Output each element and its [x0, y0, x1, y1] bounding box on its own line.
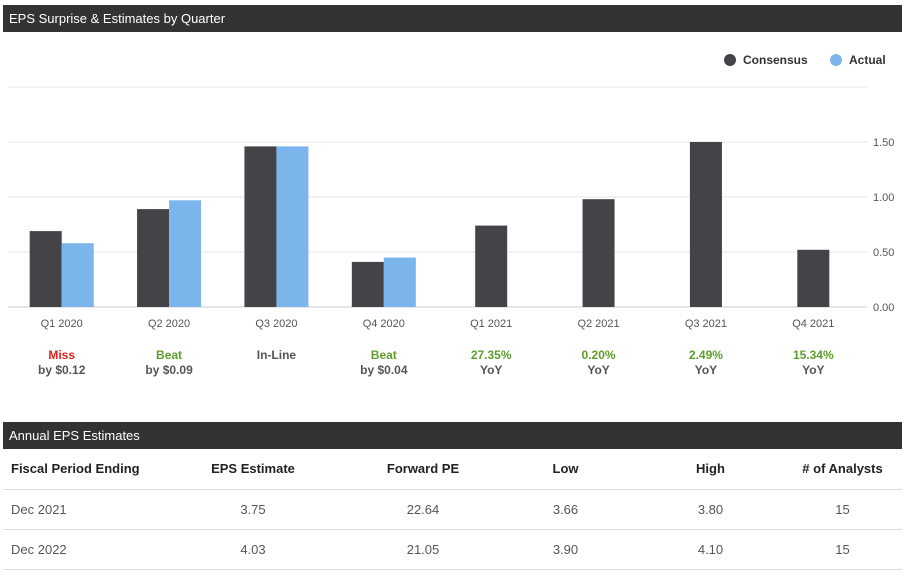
col-eps-estimate: EPS Estimate: [153, 449, 353, 490]
eps-chart: Consensus Actual 0.00 0.50 1.00 1.50 Q1 2020…: [8, 53, 894, 377]
result-label: In-Line: [257, 348, 297, 362]
result-detail: YoY: [480, 363, 502, 377]
bar-consensus[interactable]: [137, 209, 170, 307]
bar-consensus[interactable]: [797, 249, 830, 307]
bar-actual[interactable]: [276, 146, 309, 307]
cell-analysts: 15: [783, 529, 902, 570]
y-tick-label: 1.50: [873, 137, 894, 149]
cell-forward-pe: 21.05: [353, 529, 493, 570]
col-forward-pe: Forward PE: [353, 449, 493, 490]
result-detail: YoY: [695, 363, 717, 377]
legend-marker: [830, 54, 842, 66]
annual-eps-table: Fiscal Period Ending EPS Estimate Forwar…: [3, 449, 902, 570]
bars: [29, 142, 830, 308]
col-low: Low: [493, 449, 638, 490]
cell-period: Dec 2021: [3, 489, 153, 530]
bar-consensus[interactable]: [351, 261, 384, 307]
cell-eps-estimate: 4.03: [153, 529, 353, 570]
bar-consensus[interactable]: [475, 225, 508, 307]
cell-period: Dec 2022: [3, 529, 153, 570]
cell-high: 3.80: [638, 489, 783, 530]
x-tick-label: Q2 2020: [148, 318, 190, 330]
x-tick-label: Q2 2021: [577, 318, 619, 330]
chart-title: EPS Surprise & Estimates by Quarter: [9, 11, 226, 26]
annual-panel-header: Annual EPS Estimates: [3, 422, 902, 449]
x-axis-labels: Q1 2020 Q2 2020 Q3 2020 Q4 2020 Q1 2021 Q2 20…: [41, 318, 835, 330]
x-tick-label: Q3 2020: [255, 318, 297, 330]
bar-actual[interactable]: [169, 200, 202, 307]
bar-actual[interactable]: [383, 257, 416, 308]
result-detail: YoY: [587, 363, 609, 377]
table-row: Dec 2021 3.75 22.64 3.66 3.80 15: [3, 489, 902, 530]
result-label: Beat: [156, 348, 182, 362]
cell-analysts: 15: [783, 489, 902, 530]
y-tick-label: 0.50: [873, 247, 894, 259]
col-analysts: # of Analysts: [783, 449, 902, 490]
bar-consensus[interactable]: [689, 142, 722, 307]
cell-eps-estimate: 3.75: [153, 489, 353, 530]
legend[interactable]: Consensus Actual: [724, 53, 886, 67]
legend-label[interactable]: Consensus: [743, 53, 808, 67]
bar-consensus[interactable]: [582, 199, 615, 307]
result-label: Beat: [371, 348, 397, 362]
result-detail: by $0.04: [360, 363, 408, 377]
cell-low: 3.90: [493, 529, 638, 570]
result-label: 0.20%: [582, 348, 616, 362]
result-label: Miss: [48, 348, 75, 362]
bar-consensus[interactable]: [29, 231, 62, 307]
cell-forward-pe: 22.64: [353, 489, 493, 530]
bar-actual[interactable]: [61, 243, 94, 307]
result-label: 2.49%: [689, 348, 723, 362]
cell-high: 4.10: [638, 529, 783, 570]
x-tick-label: Q4 2020: [363, 318, 405, 330]
x-tick-label: Q1 2020: [41, 318, 83, 330]
y-tick-label: 1.00: [873, 192, 894, 204]
legend-label[interactable]: Actual: [849, 53, 886, 67]
x-tick-label: Q3 2021: [685, 318, 727, 330]
bar-consensus[interactable]: [244, 146, 277, 307]
col-high: High: [638, 449, 783, 490]
x-tick-label: Q4 2021: [792, 318, 834, 330]
y-tick-label: 0.00: [873, 302, 894, 314]
result-label: 15.34%: [793, 348, 834, 362]
col-fiscal-period: Fiscal Period Ending: [3, 449, 153, 490]
x-tick-label: Q1 2021: [470, 318, 512, 330]
result-label: 27.35%: [471, 348, 512, 362]
result-detail: YoY: [802, 363, 824, 377]
chart-panel-header: EPS Surprise & Estimates by Quarter: [3, 5, 902, 32]
table-row: Dec 2022 4.03 21.05 3.90 4.10 15: [3, 529, 902, 570]
result-detail: by $0.09: [145, 363, 193, 377]
table-header-row: Fiscal Period Ending EPS Estimate Forwar…: [3, 449, 902, 490]
result-detail: by $0.12: [38, 363, 86, 377]
cell-low: 3.66: [493, 489, 638, 530]
annual-title: Annual EPS Estimates: [9, 428, 140, 443]
legend-marker: [724, 54, 736, 66]
